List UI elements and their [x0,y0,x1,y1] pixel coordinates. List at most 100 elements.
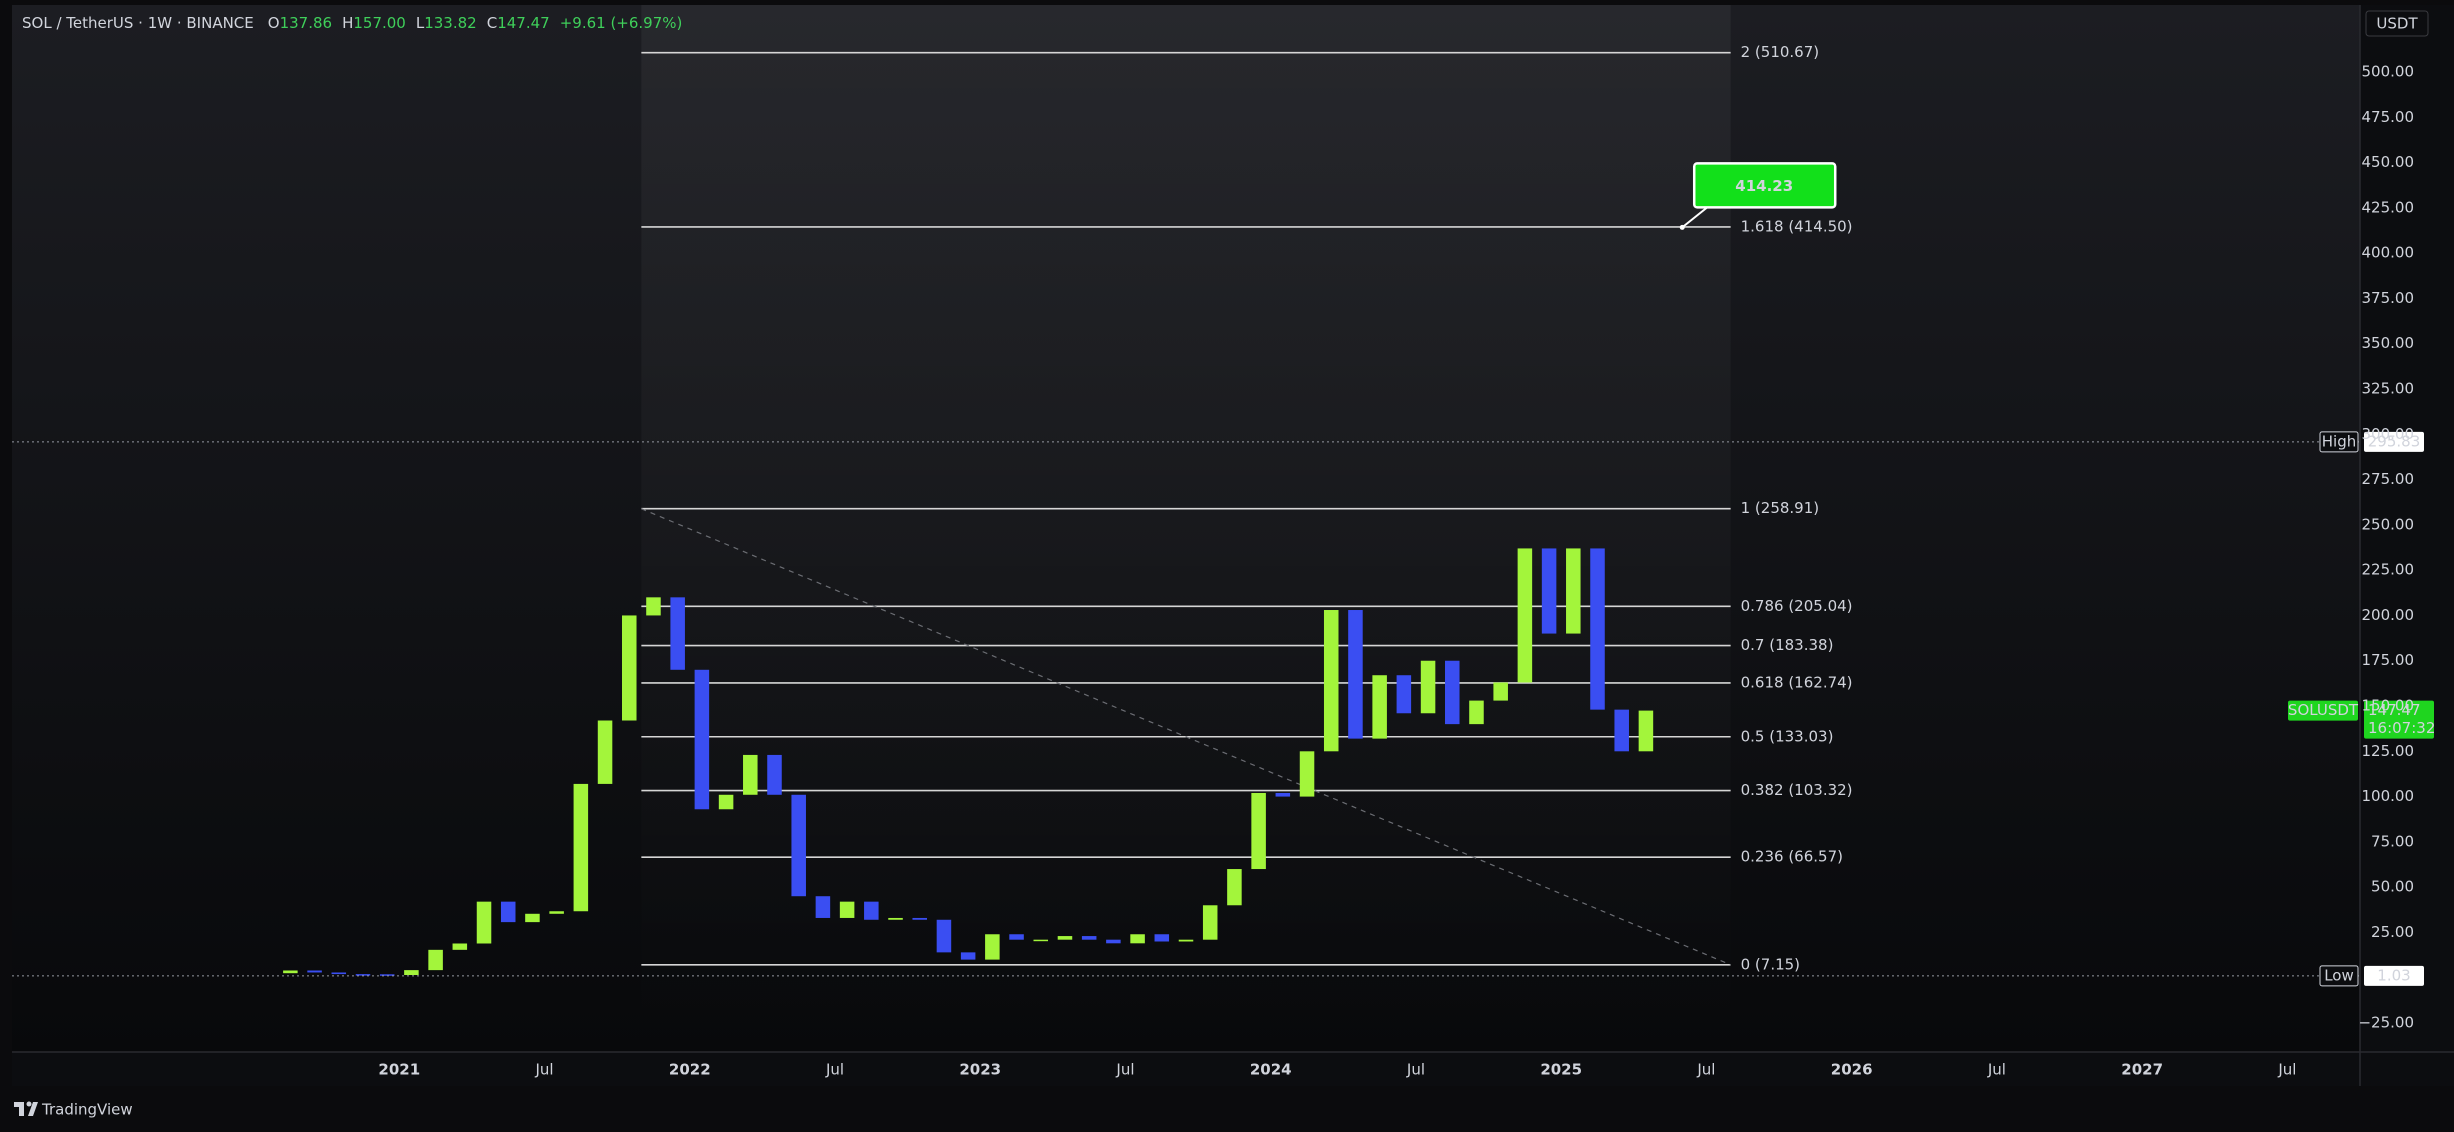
candle-body [1227,869,1242,906]
fib-background [641,5,1731,1052]
candle-body [646,597,661,616]
y-tick-label: 200.00 [2362,606,2415,624]
y-tick-label: 275.00 [2362,470,2415,488]
candle-body [1541,548,1557,634]
candles-layer [283,548,1654,976]
y-tick-label: 250.00 [2362,515,2415,533]
change: +9.61 (+6.97%) [560,14,683,32]
candle-body [1106,939,1121,944]
fib-level-label: 0.236 (66.57) [1741,848,1843,866]
ohlc-value: 147.47 [497,14,550,32]
candle-body [718,794,734,810]
y-tick-label: −25.00 [2358,1014,2414,1032]
y-tick-label: 325.00 [2362,380,2415,398]
candle-body [500,901,516,923]
y-tick-label: 475.00 [2362,108,2415,126]
candle-body [912,917,927,920]
candle-body [379,974,395,976]
y-tick-label: 25.00 [2371,923,2414,941]
x-tick-label: Jul [1696,1061,1715,1079]
candle-body [1348,610,1363,739]
fib-level-label: 0.786 (205.04) [1741,597,1853,615]
y-tick-label: 500.00 [2362,63,2415,81]
candle-body [1493,682,1508,701]
candle-body [985,934,1000,960]
x-tick-label: Jul [1987,1061,2006,1079]
countdown-label: 16:07:32 [2368,719,2435,737]
ohlc-value: 137.86 [280,14,333,32]
candle-body [1445,660,1460,725]
candle-body [1057,936,1073,940]
x-tick-label: 2027 [2121,1061,2163,1079]
candle-body [1566,548,1581,634]
price-axis-panel [2360,5,2454,1052]
candle-body [355,974,371,976]
y-tick-label: 175.00 [2362,651,2415,669]
last-symbol-box [2288,700,2358,721]
candle-body [549,911,564,914]
currency-button[interactable] [2365,10,2429,37]
ohlc-key: C [487,14,497,32]
candle-body [1202,905,1218,940]
x-tick-label: Jul [534,1061,553,1079]
candle-body [1081,936,1097,940]
x-tick-label: Jul [2277,1061,2296,1079]
candle-body [525,913,540,923]
callout-anchor [1679,224,1685,230]
candle-body [1517,548,1533,683]
ohlc-key: H [342,14,353,32]
candle-body [839,901,855,918]
low-price-box [2364,965,2424,986]
candle-body [1469,700,1484,725]
high-price-box [2364,431,2424,452]
candle-body [767,754,782,795]
last-symbol-label: SOLUSDT [2288,701,2359,719]
candle-body [815,896,831,918]
candle-body [791,794,806,897]
fib-level-label: 0.382 (103.32) [1741,781,1853,799]
candle-body [1372,675,1387,739]
candle-body [670,597,685,670]
y-tick-label: 350.00 [2362,334,2415,352]
time-axis-panel [12,1052,2454,1086]
ohlc-key: O [268,14,280,32]
low-tag-label: Low [2324,966,2354,984]
candle-body [1251,792,1266,870]
candle-body [1275,792,1291,797]
high-price-label: 295.83 [2368,432,2421,450]
symbol: SOL / TetherUS · 1W · BINANCE [22,14,254,32]
candle-body [1396,675,1412,714]
candle-body [1033,939,1049,942]
x-tick-label: 2022 [669,1061,711,1079]
x-tick-label: 2023 [959,1061,1001,1079]
fib-level-label: 0 (7.15) [1741,955,1800,973]
last-price-label: 147.47 [2368,701,2421,719]
x-tick-label: 2024 [1250,1061,1292,1079]
fib-trend-line [641,508,1731,966]
fib-level-label: 0.618 (162.74) [1741,673,1853,691]
x-tick-label: 2026 [1831,1061,1873,1079]
candle-body [1323,610,1339,752]
currency-button-label[interactable]: USDT [2376,15,2418,33]
ohlc-key: L [416,14,425,32]
candle-body [428,949,443,971]
logo-shape [28,1102,38,1116]
brand-logo [14,1101,38,1116]
candle-body [597,720,613,784]
fib-level-label: 1 (258.91) [1741,499,1820,517]
candle-body [888,917,903,920]
y-tick-label: 425.00 [2362,198,2415,216]
last-price-box [2364,700,2434,739]
fib-level-label: 1.618 (414.50) [1741,217,1853,235]
candle-body [1130,934,1145,944]
x-tick-label: 2025 [1540,1061,1582,1079]
candle-body [283,970,298,974]
y-tick-label: 125.00 [2362,742,2415,760]
x-tick-label: Jul [1406,1061,1425,1079]
y-tick-label: 375.00 [2362,289,2415,307]
callout-box [1692,162,1837,209]
high-tag-box [2319,431,2359,453]
legend-header: SOL / TetherUS · 1W · BINANCE O137.86 H157… [22,14,682,32]
logo-shape [19,1102,24,1116]
